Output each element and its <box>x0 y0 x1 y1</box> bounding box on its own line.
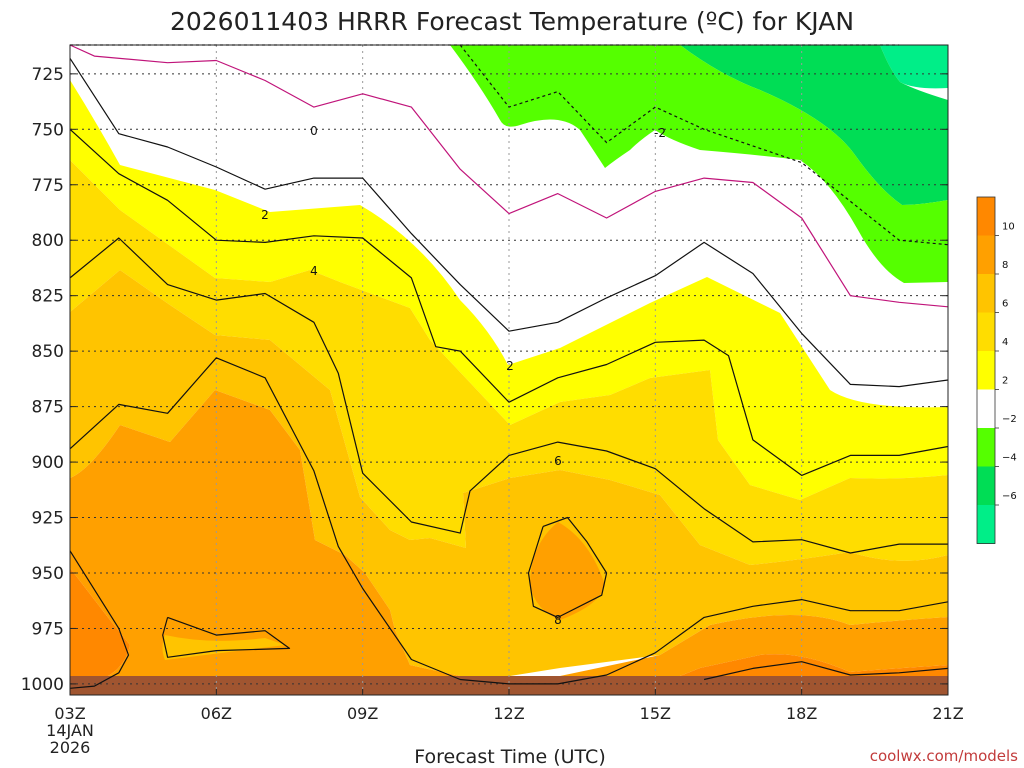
y-tick-label: 725 <box>32 65 64 85</box>
x-tick-label: 15Z <box>640 704 671 723</box>
chart-title: 2026011403 HRRR Forecast Temperature (ºC… <box>170 7 854 36</box>
colorbar-legend: 10 8 6 4 2 −2 −4 −6 <box>976 196 1017 544</box>
colorbar-tick-label: 4 <box>1002 337 1008 348</box>
band-8to10 <box>70 390 948 680</box>
colorbar-swatch <box>977 235 995 275</box>
band-minus2 <box>450 45 948 283</box>
colorbar-tick-label: 8 <box>1002 260 1008 271</box>
y-tick-label: 775 <box>32 176 64 196</box>
contour-label: 4 <box>310 264 318 278</box>
colorbar-swatch <box>977 312 995 352</box>
y-tick-label: 825 <box>32 287 64 307</box>
contour-labels: 0 2 4 2 6 8 -2 <box>261 124 666 627</box>
y-axis: 725 750 775 800 825 850 875 900 925 950 975 1000 <box>21 65 948 695</box>
contour-line-4 <box>69 128 949 476</box>
colorbar-swatch <box>977 389 995 429</box>
colorbar-tick-label: 2 <box>1002 376 1008 387</box>
contour-line-8 <box>162 616 291 658</box>
contour-label: -2 <box>654 126 666 140</box>
x-tick-label: 09Z <box>347 704 378 723</box>
x-start-year: 2026 <box>50 738 91 757</box>
colorbar-tick-label: 10 <box>1002 222 1015 233</box>
y-tick-label: 850 <box>32 342 64 362</box>
x-axis: 03Z 06Z 09Z 12Z 15Z 18Z 21Z <box>54 689 964 723</box>
x-tick-label: 03Z <box>54 704 85 723</box>
band-minus4 <box>680 45 948 205</box>
contour-label: 2 <box>506 359 514 373</box>
contour-line-6 <box>69 237 948 554</box>
x-tick-label: 06Z <box>201 704 232 723</box>
colorbar-swatch <box>977 351 995 390</box>
band-minus6 <box>880 45 948 89</box>
x-start-date: 14JAN <box>46 721 94 740</box>
contour-line-10 <box>69 550 130 689</box>
band-above10 <box>70 568 130 682</box>
contour-label: 2 <box>261 208 269 222</box>
colorbar-swatch <box>977 466 995 506</box>
x-tick-label: 12Z <box>493 704 524 723</box>
colorbar-tick-label: −2 <box>1002 414 1017 425</box>
contour-label: 6 <box>554 454 562 468</box>
colorbar-swatch <box>977 428 995 467</box>
contour-line-minus2 <box>459 44 949 246</box>
band-6to8 <box>70 270 948 676</box>
colorbar-tick-label: 6 <box>1002 299 1008 310</box>
colorbar-swatch <box>977 197 995 236</box>
band-4to6 <box>70 160 948 565</box>
contour-line-8 <box>527 516 608 618</box>
x-axis-label: Forecast Time (UTC) <box>414 746 605 768</box>
colorbar-swatch <box>977 505 995 544</box>
y-tick-label: 1000 <box>21 675 64 695</box>
contour-label: 0 <box>310 124 318 138</box>
ground-surface <box>70 676 948 695</box>
credit-text: coolwx.com/models <box>870 747 1018 765</box>
contour-line-2 <box>69 57 949 388</box>
contour-line-0 <box>69 44 949 308</box>
x-tick-label: 21Z <box>932 704 963 723</box>
contour-line-10 <box>703 661 949 681</box>
grid-lines <box>69 45 949 695</box>
y-tick-label: 950 <box>32 564 64 584</box>
y-tick-label: 800 <box>32 231 64 251</box>
colorbar-swatch <box>977 274 995 313</box>
x-tick-label: 18Z <box>786 704 817 723</box>
y-tick-label: 750 <box>32 120 64 140</box>
band-2to4 <box>70 80 948 500</box>
cell-warm-isolated <box>530 522 605 620</box>
colorbar-frame <box>976 196 996 544</box>
contour-label: 8 <box>554 613 562 627</box>
colorbar-tick-label: −4 <box>1002 453 1017 464</box>
y-tick-label: 900 <box>32 453 64 473</box>
y-tick-label: 875 <box>32 398 64 418</box>
y-tick-label: 975 <box>32 619 64 639</box>
y-tick-label: 925 <box>32 509 64 529</box>
colorbar-tick-label: −6 <box>1002 491 1017 502</box>
contour-line-8 <box>69 357 949 685</box>
